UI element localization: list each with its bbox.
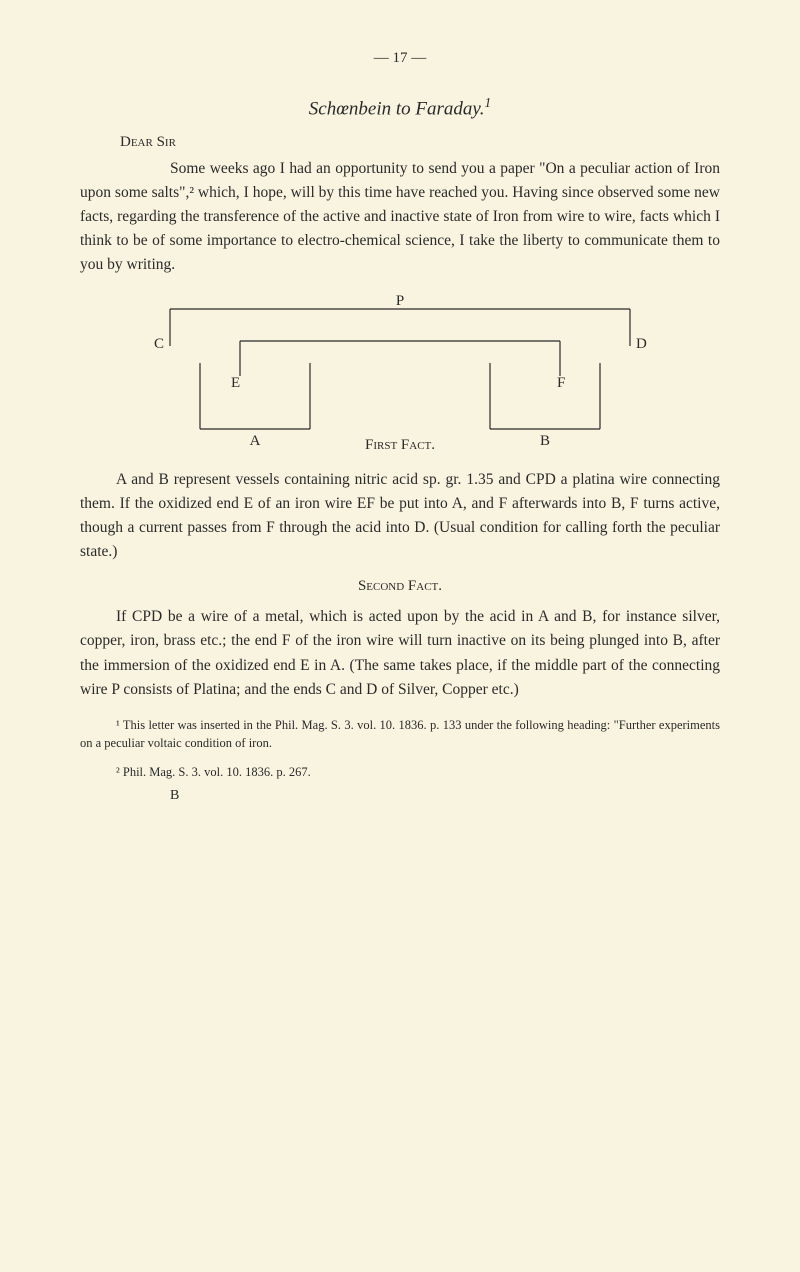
svg-text:A: A <box>250 433 261 449</box>
salutation: Dear Sir <box>120 134 720 151</box>
svg-text:E: E <box>231 375 240 391</box>
diagram: P C D E A F B <box>140 291 660 451</box>
title-footnote-ref: 1 <box>485 95 492 110</box>
paragraph-2: A and B represent vessels containing nit… <box>80 468 720 564</box>
footnote-1: ¹ This letter was inserted in the Phil. … <box>80 716 720 754</box>
paragraph-1: Some weeks ago I had an opportunity to s… <box>80 157 720 277</box>
svg-text:F: F <box>557 375 565 391</box>
letter-title: Schœnbein to Faraday.1 <box>80 95 720 120</box>
page-number: — 17 — <box>80 50 720 67</box>
title-text: Schœnbein to Faraday. <box>309 98 485 119</box>
first-fact-heading: First Fact. <box>80 437 720 454</box>
svg-text:B: B <box>540 433 550 449</box>
svg-text:D: D <box>636 336 647 352</box>
second-fact-heading: Second Fact. <box>80 578 720 595</box>
signature-mark: B <box>170 788 720 804</box>
paragraph-3: If CPD be a wire of a metal, which is ac… <box>80 605 720 701</box>
svg-text:P: P <box>396 293 404 309</box>
footnote-2: ² Phil. Mag. S. 3. vol. 10. 1836. p. 267… <box>80 763 720 782</box>
svg-text:C: C <box>154 336 164 352</box>
diagram-svg: P C D E A F B <box>140 291 660 451</box>
